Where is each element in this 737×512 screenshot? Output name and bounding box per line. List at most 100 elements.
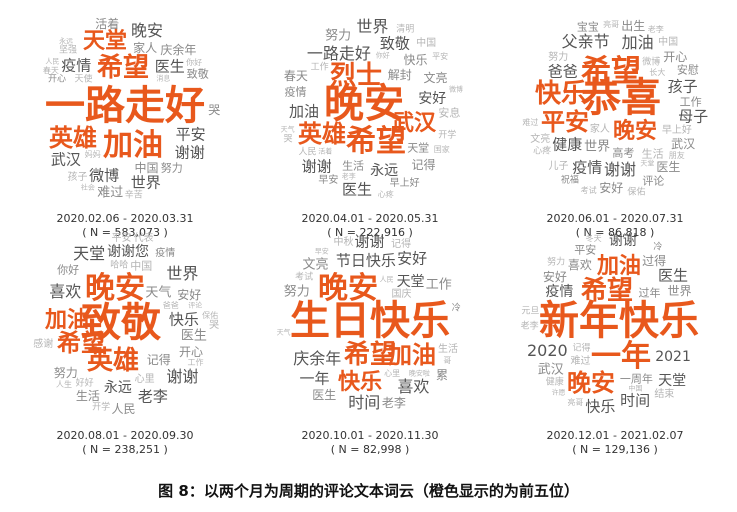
top-word: 加油 [103, 128, 163, 163]
cloud-word: 健康 [545, 377, 564, 388]
cloud-word: 努力 [53, 365, 78, 380]
cloud-word: 天气 [145, 285, 172, 301]
top-word: 希望 [343, 340, 397, 370]
cloud-word: 谢谢 [354, 232, 385, 251]
cloud-word: 武汉 [50, 150, 81, 169]
cloud-word: 世界 [584, 139, 611, 155]
cloud-word: 一周年 [619, 372, 653, 386]
cloud-word: 坚强 [59, 45, 78, 56]
cloud-word: 早上好 [661, 125, 692, 137]
cloud-word: 保佑 [202, 310, 219, 320]
cloud-word: 活着 [318, 147, 333, 156]
sample-count: ( N = 238,251 ) [82, 443, 168, 456]
top-word: 英雄 [49, 124, 97, 152]
period-label: 2020.04.01 - 2020.05.31 [301, 212, 439, 225]
cloud-word: 哭 [208, 102, 221, 117]
cloud-word: 时间 [348, 393, 381, 413]
cloud-word: 家人 [133, 40, 158, 55]
cloud-word: 微博 [89, 166, 120, 185]
cloud-word: 冬天 [585, 233, 602, 243]
cloud-word: 谢谢 [603, 159, 636, 179]
cloud-word: 早安 [318, 174, 339, 186]
sample-count: ( N = 583,073 ) [82, 226, 168, 239]
cloud-word: 评论 [188, 301, 203, 310]
cloud-word: 春天 [283, 69, 308, 84]
cloud-word: 天堂 [396, 273, 425, 290]
cloud-word: 疫情 [545, 283, 574, 300]
cloud-word: 加油 [289, 102, 320, 121]
cloud-word: 心疼 [533, 146, 552, 157]
cloud-word: 哭 [209, 320, 220, 332]
cloud-word: 开学 [438, 130, 457, 141]
cloud-word: 解封 [387, 68, 412, 83]
cloud-word: 晚安啦 [408, 369, 430, 378]
top-word: 加油 [596, 254, 642, 279]
period-label: 2020.08.01 - 2020.09.30 [56, 429, 194, 442]
word-cloud: 生日快乐 晚安 希望 加油 快乐 庆余年 节日快乐 天堂 喜欢 一年 谢谢 时间 安好 努力 文亮 医生 工作累… [272, 227, 468, 423]
cloud-word: 人民 [298, 147, 317, 158]
cloud-word: 爸爸 [547, 62, 578, 81]
cloud-word: 努力 [548, 52, 569, 64]
cloud-word: 长大 [649, 68, 666, 78]
cloud-word: 庆余年 [293, 348, 342, 368]
cloud-word: 难过 [522, 117, 539, 127]
cloud-word: 冷 [451, 303, 461, 314]
cloud-word: 开心 [663, 49, 688, 64]
cloud-word: 永远 [370, 163, 399, 180]
cloud-word: 时间 [620, 391, 651, 410]
word-cloud: 晚安 希望 烈士 英雄 武汉 一路走好 谢谢 加油 致敬 安好 世界 永远 医生 春天 快乐 文亮 天堂 生活 疫情… [272, 10, 468, 206]
cloud-word: 努力 [547, 257, 566, 268]
cloud-word: 记得 [391, 239, 412, 251]
cloud-word: 永远 [103, 379, 132, 396]
cloud-word: 开心 [48, 74, 67, 85]
cloud-word: 人民 [379, 275, 394, 284]
cloud-word: 记得 [411, 158, 436, 173]
cloud-word: 中国 [628, 384, 643, 393]
cloud-word: 老李 [520, 321, 539, 332]
cloud-word: 致敬 [379, 34, 410, 53]
cloud-word: 心疼 [377, 189, 394, 199]
cloud-word: 老李 [137, 387, 168, 406]
top-word: 烈士 [329, 61, 383, 91]
cloud-word: 祝福 [560, 175, 579, 186]
cloud-word: 过年 [638, 286, 661, 300]
cloud-word: 难过 [570, 355, 591, 367]
top-word: 加油 [44, 308, 90, 333]
cloud-word: 社会 [80, 183, 95, 192]
cloud-word: 节日快乐 [335, 251, 396, 270]
cloud-word: 天堂 [640, 159, 655, 168]
cloud-word: 文亮 [423, 71, 448, 86]
cloud-word: 人民 [111, 401, 136, 416]
cloud-word: 考试 [295, 272, 314, 283]
top-word: 恭喜 [581, 75, 661, 121]
cloud-word: 出生 [621, 18, 646, 33]
cloud-word: 累 [435, 367, 448, 382]
cloud-word: 医生 [154, 57, 185, 76]
cloud-word: 文亮 [530, 134, 551, 146]
cloud-word: 工作 [310, 62, 329, 73]
cloud-word: 谢谢 [608, 233, 637, 250]
cloud-word: 儿子 [548, 161, 569, 173]
top-word: 希望 [346, 124, 406, 159]
cloud-word: 早上好 [389, 178, 420, 190]
top-word: 快乐 [337, 370, 383, 395]
cloud-word: 微博 [642, 57, 661, 68]
cloud-word: 2021 [655, 348, 691, 365]
cloud-word: 活着 [95, 16, 120, 31]
cloud-word: 医生 [656, 160, 681, 175]
cloud-word: 亮哥 [603, 20, 620, 30]
cloud-word: 庆余年 [160, 43, 197, 58]
cloud-word: 冷 [653, 242, 663, 253]
top-word: 希望 [580, 276, 634, 306]
cloud-word: 爸爸 [162, 301, 179, 311]
sample-count: ( N = 86,818 ) [575, 226, 655, 239]
cloud-word: 安息 [438, 106, 461, 120]
cloud-word: 喜欢 [397, 377, 430, 397]
cloud-word: 辛苦 [124, 190, 143, 201]
top-word: 快乐 [534, 79, 588, 109]
cloud-word: 平安 [111, 233, 132, 245]
top-word: 生日快乐 [290, 298, 450, 344]
period-label: 2020.02.06 - 2020.03.31 [56, 212, 194, 225]
cloud-word: 哥 [443, 356, 452, 366]
cloud-word: 妈妈 [84, 149, 101, 159]
